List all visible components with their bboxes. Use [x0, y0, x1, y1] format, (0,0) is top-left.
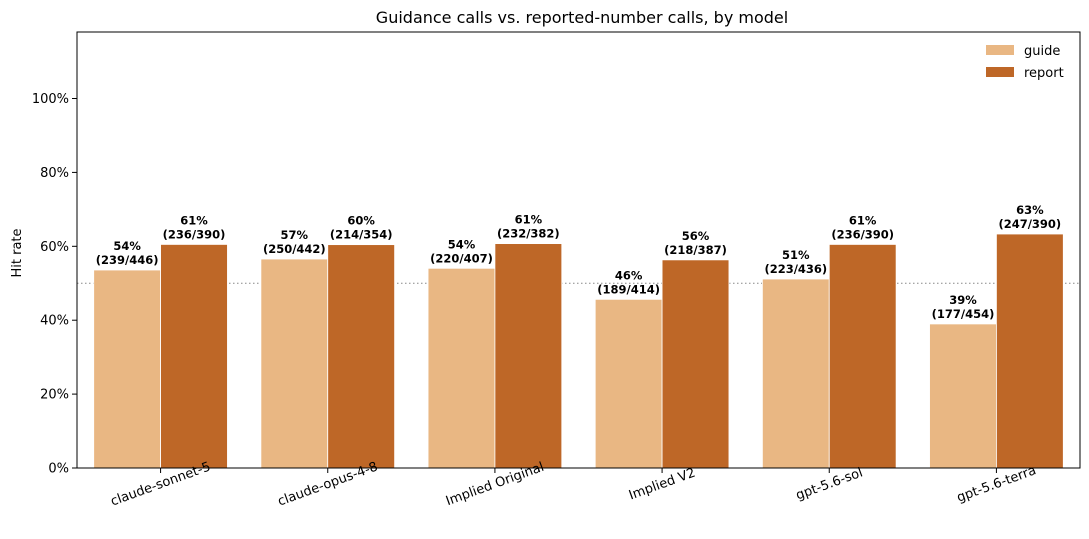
bar-count-label: (177/454) — [932, 307, 995, 321]
bar-count-label: (239/446) — [96, 253, 159, 267]
bar-report — [828, 244, 897, 469]
bars-layer — [93, 233, 1064, 469]
bar-guide — [761, 278, 830, 469]
bar-value-label: 61% — [515, 213, 543, 227]
bar-report — [160, 244, 228, 469]
y-tick-label: 80% — [40, 166, 69, 181]
bar-count-label: (232/382) — [497, 227, 560, 241]
plot-frame — [76, 31, 1081, 469]
bar-value-label: 61% — [849, 213, 877, 227]
y-tick-label: 0% — [48, 462, 69, 477]
y-axis-label: Hit rate — [10, 228, 25, 277]
bar-value-label: 54% — [448, 237, 476, 251]
bar-value-label: 57% — [281, 228, 309, 242]
bar-report — [661, 259, 730, 469]
bar-value-label: 60% — [347, 214, 375, 228]
legend-swatch-guide — [986, 45, 1014, 55]
y-tick-label: 100% — [32, 92, 69, 107]
labels-layer: 54%(239/446)61%(236/390) 57%(250/442)60%(… — [96, 203, 1061, 321]
legend: guide report — [986, 44, 1064, 81]
bar-count-label: (218/387) — [664, 243, 727, 257]
chart-title: Guidance calls vs. reported-number calls… — [376, 8, 788, 27]
bar-guide — [929, 323, 997, 469]
bar-value-label: 46% — [615, 268, 643, 282]
legend-swatch-report — [986, 67, 1014, 77]
bar-count-label: (220/407) — [430, 251, 493, 265]
bar-report — [494, 243, 563, 469]
y-tick-label: 60% — [40, 240, 69, 255]
bar-guide — [427, 267, 496, 469]
bar-value-label: 39% — [949, 293, 977, 307]
y-tick-label: 40% — [40, 314, 69, 329]
bar-value-label: 61% — [180, 213, 208, 227]
bar-report — [996, 233, 1064, 469]
bar-count-label: (236/390) — [163, 227, 226, 241]
bar-guide — [260, 258, 329, 469]
bar-report — [327, 244, 396, 469]
bar-value-label: 63% — [1016, 203, 1044, 217]
bar-guide — [594, 298, 663, 469]
bar-value-label: 51% — [782, 248, 810, 262]
bar-value-label: 54% — [113, 239, 141, 253]
bar-value-label: 56% — [682, 229, 710, 243]
bar-count-label: (223/436) — [764, 262, 827, 276]
y-tick-label: 20% — [40, 388, 69, 403]
legend-label-guide: guide — [1024, 44, 1060, 59]
bar-count-label: (189/414) — [597, 282, 660, 296]
bar-count-label: (247/390) — [998, 217, 1061, 231]
bar-count-label: (250/442) — [263, 242, 326, 256]
bar-guide — [93, 269, 161, 469]
bar-count-label: (214/354) — [330, 228, 393, 242]
legend-label-report: report — [1024, 66, 1064, 81]
bar-count-label: (236/390) — [831, 227, 894, 241]
